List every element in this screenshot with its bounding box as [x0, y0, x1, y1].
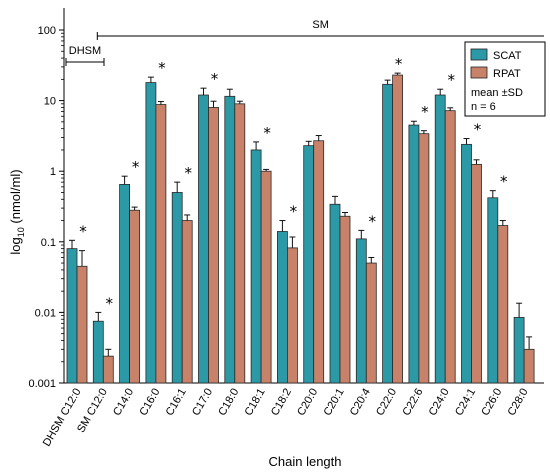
- bar-rpat-c20-4: [365, 262, 377, 384]
- significance-star-c22-6: *: [421, 103, 429, 121]
- x-tick-label-c16-1: C16:1: [164, 387, 189, 418]
- x-tick-label-c24-1: C24:1: [453, 387, 478, 418]
- significance-star-sm-c12-0: *: [106, 294, 114, 312]
- significance-markers: * * * * * * * * * * * * * *: [79, 55, 508, 312]
- y-tick-label: 0.01: [35, 307, 56, 319]
- bar-scat-c24-1: [461, 143, 472, 384]
- x-tick-label-c18-0: C18:0: [216, 387, 241, 418]
- legend-note-mean-sd: mean ±SD: [471, 87, 523, 99]
- bar-rpat-dhsm-c12-0: [76, 265, 88, 384]
- bar-scat-c18-1: [250, 149, 262, 384]
- bar-rpat-sm-c12-0: [102, 355, 114, 384]
- x-tick-label-c26-0: C26:0: [479, 387, 504, 418]
- bar-scat-c18-0: [224, 95, 236, 384]
- x-tick-label-c28-0: C28:0: [506, 387, 531, 418]
- bar-rpat-c26-0: [497, 225, 509, 384]
- bar-rpat-c22-6: [418, 133, 430, 384]
- bar-scat-sm-c12-0: [92, 320, 104, 384]
- significance-star-c17-0: *: [211, 70, 219, 88]
- bar-scat-c20-0: [303, 145, 315, 384]
- bar-rpat-c14-0: [129, 209, 141, 384]
- x-tick-label-c18-1: C18:1: [243, 387, 268, 418]
- group-brackets: DHSM SM: [65, 19, 544, 66]
- x-tick-label-c20-4: C20:4: [348, 387, 373, 418]
- bar-scat-c22-0: [382, 83, 394, 384]
- bar-scat-c18-2: [276, 231, 288, 384]
- y-tick-label: 0.001: [28, 378, 56, 390]
- bar-scat-c22-6: [408, 124, 420, 384]
- significance-star-c18-1: *: [263, 124, 271, 142]
- significance-star-c20-4: *: [369, 212, 377, 230]
- bar-rpat-c18-0: [234, 103, 246, 384]
- significance-star-c24-1: *: [474, 121, 482, 139]
- legend-swatch-rpat: [470, 66, 488, 79]
- x-tick-label-dhsm-c12-0: DHSM C12:0: [41, 387, 84, 449]
- bar-rpat-c24-0: [444, 110, 456, 384]
- bar-scat-c20-4: [355, 238, 367, 384]
- bar-scat-c16-1: [171, 192, 183, 384]
- significance-star-c26-0: *: [500, 173, 508, 191]
- y-tick-label: 100: [38, 25, 56, 37]
- y-ticks: 0.001 0.01 0.1 1 10 100: [28, 25, 64, 390]
- bar-rpat-c17-0: [208, 107, 219, 384]
- significance-star-c16-1: *: [184, 164, 192, 182]
- significance-star-c14-0: *: [132, 158, 140, 176]
- y-axis: 0.001 0.01 0.1 1 10 100: [28, 8, 65, 390]
- legend-label-scat: SCAT: [493, 50, 522, 62]
- legend: SCAT RPAT mean ±SD n = 6: [464, 41, 546, 117]
- significance-star-c16-0: *: [158, 59, 166, 77]
- x-tick-label-c17-0: C17:0: [190, 387, 215, 418]
- bar-scat-dhsm-c12-0: [66, 248, 78, 384]
- y-tick-label: 10: [44, 96, 56, 108]
- x-tick-label-c14-0: C14:0: [111, 387, 136, 418]
- y-axis-title: log10 (nmol/ml): [8, 169, 26, 254]
- bar-scat-c20-1: [329, 203, 341, 384]
- x-tick-label-c20-1: C20:1: [322, 387, 347, 418]
- significance-star-c18-2: *: [290, 203, 298, 221]
- bar-rpat-c20-0: [313, 140, 325, 384]
- x-tick-label-c22-6: C22:6: [400, 387, 425, 418]
- significance-star-c24-0: *: [447, 71, 455, 89]
- legend-note-n: n = 6: [471, 101, 496, 113]
- bar-rpat-c16-0: [155, 104, 167, 384]
- legend-label-rpat: RPAT: [493, 68, 521, 80]
- y-axis-title-prefix: log: [8, 237, 23, 254]
- bar-scat-c17-0: [198, 94, 209, 384]
- bar-scat-c26-0: [487, 197, 499, 384]
- bar-rpat-c20-1: [339, 215, 351, 384]
- bar-rpat-c18-1: [260, 170, 272, 384]
- bar-scat-c14-0: [119, 184, 130, 384]
- bar-scat-c16-0: [145, 82, 157, 384]
- group-label-sm: SM: [312, 19, 329, 31]
- bar-scat-c28-0: [513, 316, 525, 384]
- bar-rpat-c22-0: [392, 74, 404, 384]
- x-tick-labels: DHSM C12:0SM C12:0 C14:0 C16:0 C16:1 C17:0 C1…: [41, 387, 531, 449]
- x-tick-label-c16-0: C16:0: [137, 387, 162, 418]
- bar-rpat-c18-2: [286, 247, 298, 384]
- significance-star-c22-0: *: [395, 55, 403, 73]
- legend-swatch-scat: [470, 48, 488, 61]
- x-tick-label-c24-0: C24:0: [427, 387, 452, 418]
- x-tick-label-c18-2: C18:2: [269, 387, 294, 418]
- bar-rpat-c28-0: [523, 348, 535, 384]
- bar-scat-c24-0: [434, 94, 446, 384]
- x-tick-label-c20-0: C20:0: [295, 387, 320, 418]
- x-tick-label-c22-0: C22:0: [374, 387, 399, 418]
- y-tick-label: 0.1: [41, 237, 56, 249]
- y-axis-title-unit: (nmol/ml): [8, 169, 23, 227]
- x-axis-title: Chain length: [269, 454, 342, 469]
- bar-rpat-c24-1: [471, 163, 482, 384]
- y-tick-label: 1: [50, 166, 56, 178]
- y-axis-title-subscript: 10: [16, 227, 26, 237]
- error-bars: [69, 72, 533, 357]
- group-label-dhsm: DHSM: [69, 45, 101, 57]
- bars: [66, 74, 535, 384]
- significance-star-dhsm-c12-0: *: [79, 222, 87, 240]
- bar-rpat-c16-1: [181, 220, 193, 384]
